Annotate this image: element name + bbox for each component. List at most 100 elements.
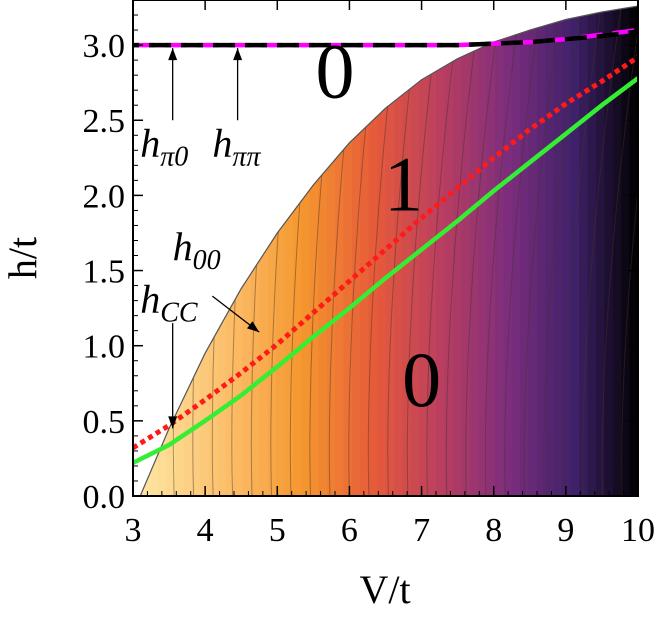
- x-tick-label: 6: [341, 512, 358, 549]
- heat-cell: [469, 6, 479, 496]
- heat-cell: [553, 6, 563, 496]
- heat-cell: [520, 6, 530, 496]
- annotation-h-CC: hCC: [140, 277, 198, 429]
- contour-line: [543, 6, 583, 496]
- contour-line: [621, 6, 638, 496]
- heat-cell: [351, 6, 361, 496]
- y-axis-title: h/t: [0, 237, 45, 279]
- contour-line: [582, 6, 623, 496]
- curve-label-sub: ππ: [232, 141, 261, 172]
- contour-line: [523, 6, 562, 496]
- plot-area: [133, 0, 664, 496]
- region-label: 0: [402, 336, 441, 423]
- plot-frame: [132, 0, 639, 497]
- heat-cell: [461, 6, 471, 496]
- annotation-arrow-head: [233, 48, 243, 61]
- curve-label-sub: π0: [160, 141, 188, 172]
- curve-label-sub: 00: [193, 245, 221, 276]
- region-labels: 010: [316, 28, 442, 423]
- x-tick-label: 7: [413, 512, 430, 549]
- heat-cell: [621, 6, 631, 496]
- heat-cell: [545, 6, 555, 496]
- heat-cell: [486, 6, 496, 496]
- heat-cell: [276, 6, 286, 496]
- annotation-arrow-head: [246, 321, 260, 333]
- y-tick-label: 3.0: [83, 28, 126, 65]
- curve-label-main: h: [212, 120, 232, 165]
- curve-label: hππ: [212, 120, 261, 172]
- heat-cell: [595, 6, 605, 496]
- heat-cell: [503, 6, 513, 496]
- heat-cell: [410, 6, 420, 496]
- phase-boundary: [139, 5, 638, 496]
- heat-cell: [629, 6, 638, 496]
- curve-label-sub: CC: [160, 298, 198, 329]
- axis-ticks: [132, 0, 639, 497]
- heat-cell: [326, 6, 336, 496]
- heat-cell: [511, 6, 521, 496]
- y-tick-label: 1.5: [83, 254, 126, 291]
- region-label: 1: [384, 140, 423, 227]
- y-tick-label: 0.5: [83, 404, 126, 441]
- heat-cell: [604, 6, 614, 496]
- contour-line: [562, 6, 603, 496]
- heat-cell: [335, 6, 344, 496]
- curve-label-main: h: [140, 120, 160, 165]
- heat-cell: [402, 6, 412, 496]
- contour-line: [484, 6, 522, 496]
- annotation-h-pipi: hππ: [212, 48, 261, 172]
- heat-cell: [494, 6, 504, 496]
- heat-cell: [318, 6, 328, 496]
- heat-cell: [562, 6, 572, 496]
- heat-cell: [267, 6, 277, 496]
- heat-cell: [393, 6, 403, 496]
- curve-label-main: h: [173, 224, 193, 269]
- curve-h-00: [133, 55, 638, 451]
- x-tick-label: 8: [485, 512, 502, 549]
- region-label: 0: [316, 28, 355, 115]
- axis-labels: 3 4 5 6 7 8 9 100.00.51.01.52.02.53.0: [83, 28, 656, 549]
- heat-cell: [587, 6, 597, 496]
- heat-cell: [452, 6, 462, 496]
- heat-cell: [528, 6, 538, 496]
- annotation-h-00: h00: [173, 224, 260, 333]
- contour-line: [445, 6, 481, 496]
- heat-cell: [612, 6, 622, 496]
- curve-label: hCC: [140, 277, 198, 329]
- heat-cell: [343, 6, 353, 496]
- annotation-arrow-head: [168, 48, 178, 61]
- x-tick-label: 4: [197, 512, 214, 549]
- curve-label: h00: [173, 224, 221, 276]
- heat-cell: [301, 6, 311, 496]
- heat-cell: [360, 6, 370, 496]
- x-tick-label: 5: [269, 512, 286, 549]
- heat-cell: [579, 6, 589, 496]
- y-tick-label: 2.0: [83, 178, 126, 215]
- heat-cell: [570, 6, 580, 496]
- heat-cell: [444, 6, 454, 496]
- y-tick-label: 1.0: [83, 329, 126, 366]
- contour-line: [504, 6, 542, 496]
- heat-cell: [419, 6, 429, 496]
- heat-cell: [385, 6, 395, 496]
- y-tick-label: 0.0: [83, 479, 126, 516]
- heat-cell: [284, 6, 294, 496]
- annotation-arrow-head: [168, 416, 178, 429]
- curves: [133, 27, 638, 465]
- curve-h-pipi: [133, 29, 638, 48]
- heat-cell: [427, 6, 437, 496]
- curve-h-CC: [133, 76, 638, 465]
- heat-cell: [309, 6, 319, 496]
- x-tick-label: 10: [621, 512, 655, 549]
- x-tick-label: 3: [125, 512, 142, 549]
- curve-label-main: h: [140, 277, 160, 322]
- contour-line: [641, 0, 664, 496]
- heat-cell: [436, 6, 445, 496]
- contour-line: [465, 6, 502, 496]
- contour-line: [426, 6, 461, 496]
- heat-cell: [292, 6, 302, 496]
- heat-cell: [368, 6, 378, 496]
- annotation-h-pi0: hπ0: [140, 48, 188, 172]
